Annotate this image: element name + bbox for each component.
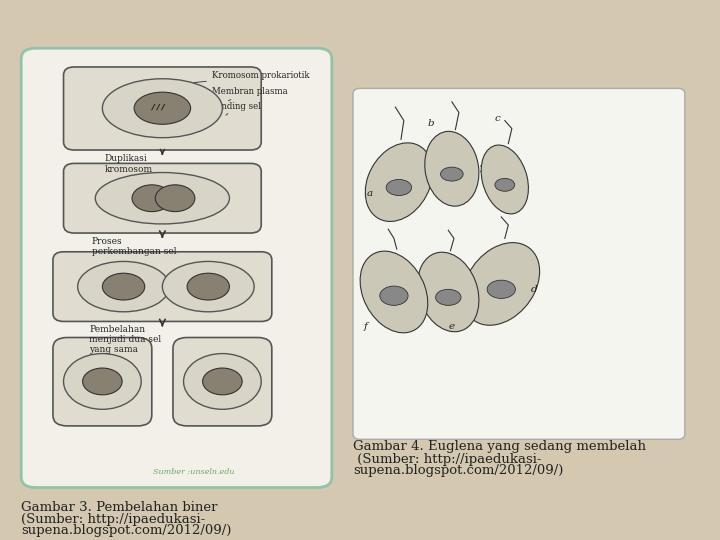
- Ellipse shape: [481, 145, 528, 214]
- Text: a: a: [367, 188, 373, 198]
- Ellipse shape: [187, 273, 230, 300]
- Ellipse shape: [365, 143, 433, 221]
- Ellipse shape: [134, 92, 191, 124]
- Ellipse shape: [83, 368, 122, 395]
- Ellipse shape: [202, 368, 242, 395]
- Ellipse shape: [425, 131, 479, 206]
- Ellipse shape: [380, 286, 408, 305]
- Text: Proses
perkembangan sel: Proses perkembangan sel: [91, 237, 176, 256]
- Ellipse shape: [163, 261, 254, 312]
- Ellipse shape: [463, 242, 540, 325]
- FancyBboxPatch shape: [53, 338, 152, 426]
- Ellipse shape: [95, 172, 230, 224]
- Ellipse shape: [78, 261, 169, 312]
- Text: Sumber :unseln.edu: Sumber :unseln.edu: [153, 468, 235, 476]
- Text: Dinding sel: Dinding sel: [212, 102, 261, 115]
- Ellipse shape: [102, 273, 145, 300]
- Ellipse shape: [495, 178, 515, 191]
- Ellipse shape: [156, 185, 195, 212]
- Text: c: c: [494, 113, 500, 123]
- Text: e: e: [449, 322, 454, 332]
- FancyBboxPatch shape: [63, 164, 261, 233]
- Text: d: d: [531, 285, 538, 294]
- Text: supena.blogspot.com/2012/09/): supena.blogspot.com/2012/09/): [21, 524, 232, 537]
- Ellipse shape: [184, 354, 261, 409]
- Text: (Sumber: http://ipaedukasi-: (Sumber: http://ipaedukasi-: [21, 512, 205, 526]
- Ellipse shape: [132, 185, 171, 212]
- FancyBboxPatch shape: [53, 252, 272, 321]
- Ellipse shape: [386, 179, 412, 195]
- Text: supena.blogspot.com/2012/09/): supena.blogspot.com/2012/09/): [353, 464, 563, 477]
- Text: f: f: [364, 322, 367, 332]
- Ellipse shape: [102, 79, 222, 138]
- FancyBboxPatch shape: [21, 48, 332, 488]
- FancyBboxPatch shape: [353, 89, 685, 440]
- Ellipse shape: [418, 252, 479, 332]
- FancyBboxPatch shape: [173, 338, 272, 426]
- Text: Kromosom prokariotik: Kromosom prokariotik: [194, 71, 310, 83]
- Text: Gambar 3. Pembelahan biner: Gambar 3. Pembelahan biner: [21, 501, 217, 514]
- Text: Duplikasi
kromosom: Duplikasi kromosom: [104, 154, 153, 174]
- Text: Membran plasma: Membran plasma: [212, 87, 287, 100]
- Text: Pembelahan
menjadi dua sel
yang sama: Pembelahan menjadi dua sel yang sama: [89, 325, 161, 354]
- Ellipse shape: [441, 167, 463, 181]
- Text: b: b: [428, 119, 434, 128]
- Text: Gambar 4. Euglena yang sedang membelah: Gambar 4. Euglena yang sedang membelah: [353, 441, 646, 454]
- Ellipse shape: [436, 289, 461, 305]
- FancyBboxPatch shape: [63, 67, 261, 150]
- Ellipse shape: [487, 280, 516, 299]
- Ellipse shape: [360, 251, 428, 333]
- Text: (Sumber: http://ipaedukasi-: (Sumber: http://ipaedukasi-: [353, 453, 541, 465]
- Ellipse shape: [63, 354, 141, 409]
